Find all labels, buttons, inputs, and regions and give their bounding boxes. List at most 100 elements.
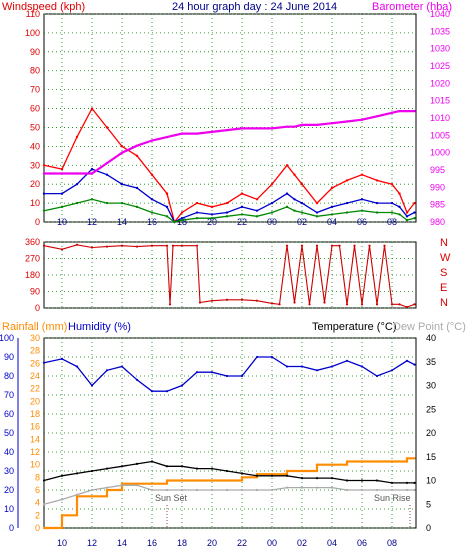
series-barometer-point: [405, 109, 409, 113]
series-direction-point: [270, 302, 274, 305]
temperature-tick-label: 15: [426, 452, 436, 462]
series-low-point: [42, 209, 46, 212]
series-rainfall-point: [375, 460, 379, 463]
series-humidity-point: [75, 365, 79, 368]
series-low-point: [150, 211, 154, 214]
temperature-tick-label: 30: [426, 381, 436, 391]
series-temperature-point: [300, 477, 304, 480]
series-barometer-point: [390, 111, 394, 115]
series-direction-point: [375, 303, 379, 306]
barometer-tick-label: 1035: [430, 26, 450, 36]
series-humidity-point: [240, 374, 244, 378]
series-gust-point: [90, 107, 94, 110]
series-low-point: [315, 215, 319, 218]
series-temperature-point: [240, 472, 244, 475]
compass-label: N: [440, 297, 448, 309]
temperature-tick-label: 40: [426, 333, 436, 343]
series-average-point: [330, 205, 334, 209]
series-barometer-point: [330, 122, 334, 125]
series-temperature-point: [413, 481, 416, 484]
series-direction-point: [195, 244, 199, 247]
series-dew-point-point: [135, 484, 139, 487]
dewpoint-label: Dew Point (°C): [393, 321, 466, 333]
series-average-point: [345, 201, 349, 205]
barometer-tick-label: 995: [430, 165, 445, 175]
series-barometer-point: [293, 125, 296, 128]
series-direction-point: [225, 298, 229, 301]
series-direction-point: [390, 303, 394, 306]
series-humidity-point: [360, 365, 364, 368]
series-gust-point: [360, 173, 364, 176]
temperature-tick-label: 0: [426, 523, 431, 533]
x-tick-label: 18: [177, 538, 187, 548]
series-gust-point: [375, 179, 379, 182]
series-low-point: [90, 198, 94, 201]
rainfall-label: Rainfall (mm): [2, 321, 67, 333]
series-direction-point: [278, 303, 281, 306]
x-tick-label: 22: [237, 538, 247, 548]
series-direction-point: [198, 301, 202, 304]
series-dew-point-point: [345, 488, 349, 492]
series-barometer-point: [75, 172, 79, 175]
series-temperature-point: [165, 465, 169, 468]
sunset-label: Sun Set: [155, 493, 188, 503]
series-barometer-point: [345, 120, 349, 123]
x-tick-label: 14: [117, 538, 127, 548]
barometer-tick-label: 1010: [430, 113, 450, 123]
rainfall-tick-label: 10: [30, 460, 40, 470]
series-gust-point: [210, 205, 214, 209]
windspeed-tick-label: 50: [30, 122, 40, 132]
series-rainfall-point: [225, 479, 229, 482]
x-tick-label: 04: [327, 538, 337, 548]
series-barometer-point: [255, 127, 259, 130]
series-direction-point: [210, 299, 214, 302]
temperature-tick-label: 20: [426, 428, 436, 438]
series-average-point: [225, 211, 229, 214]
series-barometer-point: [270, 127, 274, 130]
series-rainfall-point: [240, 476, 244, 479]
series-average-point: [120, 182, 124, 186]
series-dew-point-point: [120, 484, 124, 487]
series-average-point: [135, 186, 139, 190]
series-dew-point-point: [195, 488, 199, 492]
series-barometer-point: [210, 130, 214, 134]
series-dew-point-point: [75, 493, 79, 496]
direction-tick-label: 90: [30, 287, 40, 297]
series-rainfall-point: [210, 479, 214, 482]
series-barometer-point: [240, 127, 244, 130]
series-low-point: [270, 211, 274, 214]
series-low-point: [398, 213, 401, 216]
series-temperature-point: [180, 465, 184, 468]
series-average-point: [315, 211, 319, 214]
series-rainfall-point: [150, 482, 154, 485]
series-low-point: [360, 209, 364, 212]
x-tick-label: 00: [267, 538, 277, 548]
x-tick-label: 08: [387, 538, 397, 548]
series-rainfall-point: [105, 488, 109, 492]
x-tick-label: 18: [177, 217, 187, 227]
series-humidity-point: [413, 363, 416, 366]
series-low-point: [105, 201, 109, 205]
x-tick-label: 06: [357, 538, 367, 548]
series-temperature-line: [43, 460, 415, 484]
series-gust-point: [315, 201, 319, 205]
barometer-tick-label: 985: [430, 200, 445, 210]
series-gust-point: [270, 182, 274, 186]
series-low-point: [135, 205, 139, 209]
series-dew-point-point: [330, 486, 334, 489]
series-gust-point: [255, 198, 259, 201]
series-dew-point-point: [390, 488, 394, 492]
series-dew-point-point: [180, 488, 184, 492]
series-dew-point-point: [42, 503, 46, 506]
series-humidity-point: [390, 369, 394, 372]
series-low-point: [75, 201, 79, 205]
series-low-point: [180, 218, 184, 222]
series-humidity-point: [315, 369, 319, 372]
x-tick-label: 12: [87, 538, 97, 548]
series-dew-point-point: [225, 488, 229, 492]
series-barometer-point: [413, 109, 416, 113]
rainfall-tick-label: 20: [30, 396, 40, 406]
series-direction-point: [383, 244, 386, 247]
rainfall-tick-label: 12: [30, 447, 40, 457]
panel-frame-1: [43, 13, 417, 223]
